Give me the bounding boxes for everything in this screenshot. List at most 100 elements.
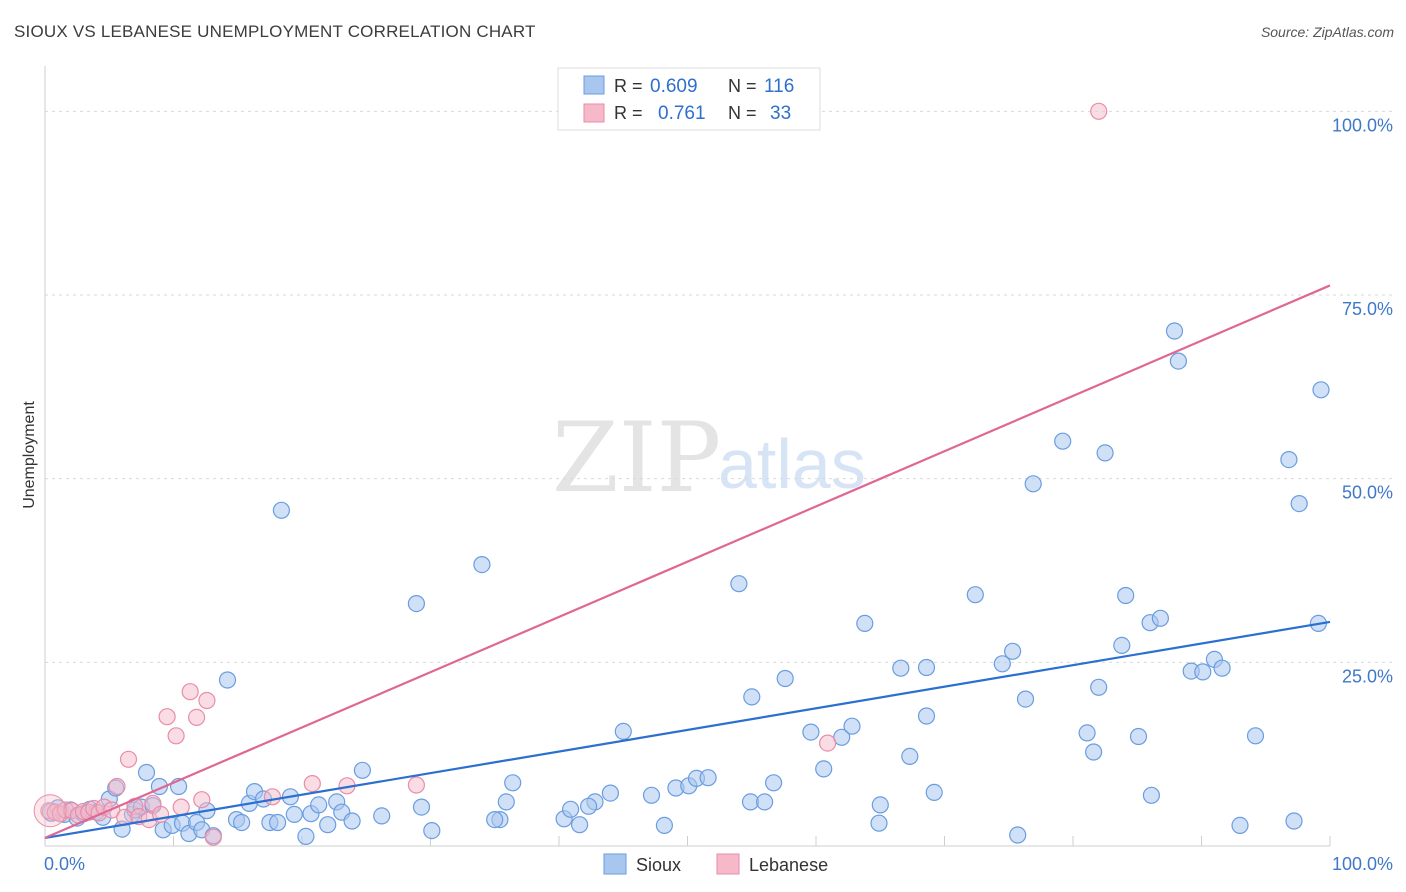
sioux-point — [1084, 743, 1103, 761]
lebanese-point — [303, 774, 321, 793]
sioux-point — [1009, 826, 1027, 844]
source-credit: Source: ZipAtlas.com — [1260, 24, 1394, 40]
sioux-point — [319, 816, 337, 834]
sioux-point — [966, 586, 984, 604]
sioux-point — [561, 800, 580, 818]
legend-sioux-label: Sioux — [636, 855, 681, 875]
sioux-point — [297, 827, 315, 846]
sioux-point — [614, 722, 632, 741]
stats-legend: R = 0.609 N = 116 R = 0.761 N = 33 — [557, 67, 821, 131]
sioux-n-value: 116 — [764, 76, 794, 97]
lebanese-points — [33, 102, 1108, 846]
lebanese-point-cluster — [33, 794, 67, 828]
sioux-point — [233, 813, 251, 832]
sioux-point — [1290, 495, 1308, 513]
sioux-point — [993, 655, 1011, 673]
sioux-point — [1096, 444, 1114, 462]
lebanese-swatch — [583, 103, 605, 123]
sioux-point — [743, 688, 761, 706]
sioux-point — [1113, 636, 1131, 655]
sioux-point — [486, 810, 504, 829]
sioux-point — [1054, 432, 1072, 450]
sioux-point — [272, 501, 290, 519]
x-tick-label: 100.0% — [1332, 854, 1393, 874]
series-legend: Sioux Lebanese — [603, 853, 828, 875]
sioux-point — [1194, 663, 1212, 681]
trend-lines — [44, 284, 1331, 840]
sioux-point — [917, 707, 936, 725]
lebanese-point — [1090, 102, 1108, 120]
sioux-point — [870, 814, 888, 832]
sioux-point — [1016, 690, 1035, 708]
y-tick-label: 25.0% — [1342, 666, 1393, 686]
sioux-point — [1003, 642, 1022, 660]
y-axis-label: Unemployment — [21, 401, 38, 509]
sioux-point — [892, 659, 910, 677]
legend-lebanese-swatch — [716, 853, 740, 875]
sioux-point — [423, 821, 441, 840]
lebanese-point — [119, 750, 138, 768]
sioux-point — [310, 796, 328, 814]
sioux-point — [1165, 322, 1184, 340]
sioux-point — [1129, 727, 1148, 746]
sioux-r-label: R = — [614, 76, 643, 96]
lebanese-point — [193, 791, 211, 809]
sioux-swatch — [583, 75, 605, 95]
sioux-point — [1090, 678, 1108, 696]
sioux-point — [642, 786, 661, 804]
sioux-r-value: 0.609 — [650, 76, 698, 97]
tick-labels: 25.0% 50.0% 75.0% 100.0% 0.0% 100.0% — [44, 115, 1393, 874]
lebanese-point — [158, 708, 176, 726]
sioux-trend-line — [44, 620, 1331, 840]
sioux-point — [497, 793, 515, 811]
sioux-point — [407, 594, 425, 613]
sioux-point — [218, 671, 237, 689]
lebanese-point — [198, 691, 216, 710]
sioux-point — [285, 805, 303, 824]
sioux-point — [764, 774, 783, 792]
sioux-point — [1231, 816, 1249, 835]
sioux-point — [655, 816, 674, 835]
sioux-point — [579, 797, 598, 815]
chart-title: SIOUX VS LEBANESE UNEMPLOYMENT CORRELATI… — [14, 22, 536, 41]
sioux-point — [269, 813, 287, 832]
lebanese-n-value: 33 — [770, 103, 791, 124]
sioux-point — [1213, 659, 1231, 677]
lebanese-trend-line — [44, 284, 1331, 839]
sioux-point — [1280, 451, 1298, 469]
sioux-point — [1117, 586, 1135, 605]
lebanese-point — [172, 798, 190, 816]
x-tick-label: 0.0% — [44, 854, 85, 874]
sioux-point — [353, 761, 371, 779]
gridlines — [45, 110, 1392, 663]
sioux-point — [1078, 724, 1096, 742]
sioux-point — [1285, 812, 1303, 830]
sioux-point — [1169, 352, 1188, 370]
lebanese-r-value: 0.761 — [658, 103, 706, 124]
sioux-point — [755, 793, 774, 811]
sioux-point — [570, 816, 589, 834]
sioux-point — [343, 812, 361, 830]
legend-lebanese-label: Lebanese — [749, 855, 828, 875]
watermark: ZIP atlas — [552, 402, 866, 514]
sioux-point — [412, 798, 431, 816]
sioux-point — [1024, 475, 1042, 493]
lebanese-n-label: N = — [728, 103, 757, 123]
sioux-point — [802, 723, 820, 741]
sioux-point — [1246, 727, 1265, 745]
sioux-point — [504, 774, 522, 792]
sioux-point — [856, 614, 874, 633]
lebanese-point — [181, 683, 199, 701]
sioux-point — [901, 747, 919, 766]
sioux-point — [699, 769, 717, 787]
sioux-point — [730, 575, 748, 593]
lebanese-point — [263, 788, 281, 806]
lebanese-point — [108, 777, 126, 796]
y-tick-label: 50.0% — [1342, 483, 1393, 503]
lebanese-point — [167, 727, 185, 745]
lebanese-point — [188, 708, 206, 727]
lebanese-r-label: R = — [614, 103, 643, 123]
sioux-point — [373, 807, 391, 825]
y-tick-label: 100.0% — [1332, 115, 1393, 135]
